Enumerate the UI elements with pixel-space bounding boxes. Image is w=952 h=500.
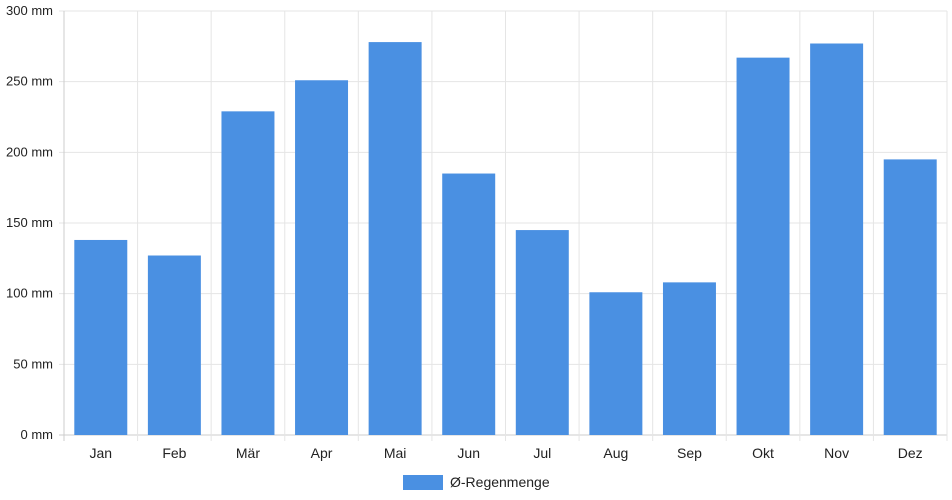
x-tick-label: Jan [90, 445, 113, 461]
bar-mai[interactable] [368, 42, 422, 436]
x-tick-label: Aug [603, 445, 628, 461]
x-axis-ticks: Jan Feb Mär Apr Mai Jun Jul Aug Sep Okt Nov Dez [90, 445, 923, 461]
x-tick-label: Mai [384, 445, 407, 461]
y-tick-label: 250 mm [6, 74, 53, 89]
x-tick-label: Sep [677, 445, 702, 461]
bar-nov[interactable] [810, 43, 864, 436]
y-tick-label: 300 mm [6, 3, 53, 18]
grid [59, 10, 948, 441]
y-tick-label: 150 mm [6, 215, 53, 230]
bar-okt[interactable] [736, 57, 790, 435]
legend[interactable]: Ø-Regenmenge [403, 474, 550, 490]
x-tick-label: Apr [311, 445, 333, 461]
x-tick-label: Dez [898, 445, 923, 461]
bars [74, 42, 937, 436]
legend-label[interactable]: Ø-Regenmenge [450, 474, 550, 490]
y-tick-label: 100 mm [6, 286, 53, 301]
legend-swatch[interactable] [403, 475, 443, 490]
bar-jul[interactable] [515, 230, 569, 435]
x-tick-label: Mär [236, 445, 260, 461]
bar-aug[interactable] [589, 292, 643, 435]
x-tick-label: Feb [162, 445, 186, 461]
bar-dez[interactable] [883, 159, 937, 435]
x-tick-label: Okt [752, 445, 774, 461]
x-tick-label: Nov [824, 445, 849, 461]
x-tick-label: Jun [457, 445, 480, 461]
y-axis-ticks: 0 mm 50 mm 100 mm 150 mm 200 mm 250 mm 300 mm [6, 3, 53, 442]
bar-jan[interactable] [74, 239, 128, 435]
y-tick-label: 50 mm [13, 356, 53, 371]
bar-feb[interactable] [147, 255, 201, 435]
bar-sep[interactable] [662, 282, 716, 435]
bar-mär[interactable] [221, 111, 275, 435]
bar-jun[interactable] [442, 173, 496, 436]
y-tick-label: 0 mm [21, 427, 54, 442]
y-tick-label: 200 mm [6, 144, 53, 159]
x-tick-label: Jul [533, 445, 551, 461]
bar-apr[interactable] [295, 80, 349, 436]
